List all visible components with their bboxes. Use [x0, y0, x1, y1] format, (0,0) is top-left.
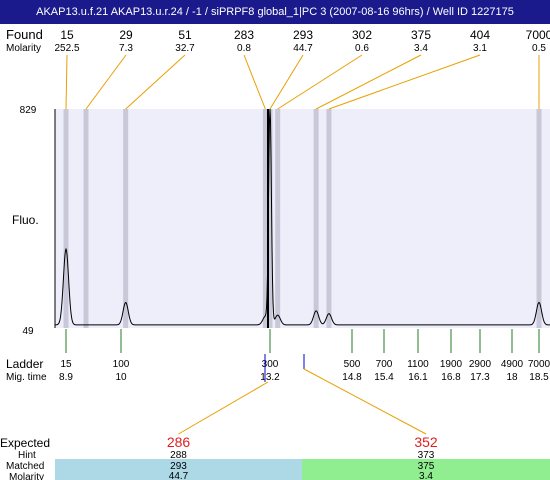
- found-label: Found: [6, 27, 43, 42]
- expected-connector: [303, 368, 427, 435]
- found-band: [63, 109, 69, 328]
- molarity-label: Molarity: [6, 43, 41, 54]
- fluo-axis-label: Fluo.: [12, 213, 39, 227]
- found-size-label: 15: [60, 28, 74, 42]
- ladder-size-label: 15: [60, 359, 72, 370]
- expected-label: Expected: [0, 436, 50, 450]
- fluorescence-trace: [55, 108, 550, 326]
- hint-value: 288: [170, 450, 187, 461]
- found-size-label: 7000: [526, 28, 550, 42]
- found-molarity-label: 0.6: [355, 43, 369, 54]
- found-size-label: 29: [119, 28, 133, 42]
- ladder-size-label: 700: [376, 359, 393, 370]
- mig-time-label: Mig. time: [6, 372, 47, 383]
- expected-value: 352: [414, 434, 438, 450]
- found-molarity-label: 3.4: [414, 43, 428, 54]
- ladder-size-label: 500: [344, 359, 361, 370]
- matched-value: 293: [170, 461, 187, 472]
- found-molarity-label: 252.5: [54, 43, 79, 54]
- found-connector: [65, 54, 68, 110]
- ladder-size-label: 1900: [440, 359, 463, 370]
- found-size-label: 404: [470, 28, 490, 42]
- found-connector: [328, 54, 481, 110]
- chart-title: AKAP13.u.f.21 AKAP13.u.r.24 / -1 / siPRP…: [0, 0, 550, 24]
- ladder-size-label: 100: [113, 359, 130, 370]
- found-connector: [277, 54, 363, 110]
- matched-band: [302, 459, 550, 480]
- ladder-time-label: 18.5: [529, 372, 549, 383]
- ladder-time-label: 18: [506, 372, 518, 383]
- ladder-time-label: 16.8: [441, 372, 461, 383]
- found-molarity-label: 0.8: [237, 43, 251, 54]
- y-tick-label-min: 49: [22, 326, 34, 337]
- found-molarity-label: 32.7: [175, 43, 195, 54]
- found-band: [123, 109, 129, 328]
- ladder-time-label: 16.1: [408, 372, 428, 383]
- found-connector: [125, 54, 186, 110]
- ladder-size-label: 300: [262, 359, 279, 370]
- found-molarity-label: 7.3: [119, 43, 133, 54]
- expected-value: 286: [167, 434, 191, 450]
- ladder-time-label: 10: [115, 372, 127, 383]
- ladder-time-label: 14.8: [342, 372, 362, 383]
- found-molarity-label: 3.1: [473, 43, 487, 54]
- found-molarity-label: 0.5: [532, 43, 546, 54]
- hint-value: 373: [418, 450, 435, 461]
- ladder-label: Ladder: [6, 357, 43, 371]
- expected-connector: [178, 381, 269, 435]
- matched-label: Matched: [6, 461, 44, 472]
- ladder-time-label: 17.3: [470, 372, 490, 383]
- hint-label: Hint: [18, 450, 36, 461]
- found-size-label: 293: [293, 28, 313, 42]
- found-band: [536, 109, 542, 328]
- found-connector: [315, 54, 422, 110]
- ladder-size-label: 7000: [528, 359, 550, 370]
- ladder-time-label: 15.4: [374, 372, 394, 383]
- molarity-value: 44.7: [169, 471, 189, 480]
- found-size-label: 375: [411, 28, 431, 42]
- ladder-size-label: 1100: [407, 359, 429, 370]
- matched-band: [55, 459, 302, 480]
- found-size-label: 51: [178, 28, 192, 42]
- found-band: [262, 109, 268, 328]
- ladder-size-label: 2900: [469, 359, 492, 370]
- matched-value: 375: [418, 461, 435, 472]
- found-molarity-label: 44.7: [293, 43, 313, 54]
- molarity-bottom-label: Molarity: [9, 472, 44, 480]
- found-connector: [243, 54, 266, 110]
- electropherogram-chart: Found Molarity Fluo. Ladder Mig. time Ex…: [0, 27, 550, 480]
- y-tick-label-max: 829: [20, 105, 37, 116]
- found-band: [83, 109, 89, 328]
- ladder-size-label: 4900: [501, 359, 524, 370]
- found-connector: [85, 54, 127, 110]
- found-size-label: 283: [234, 28, 254, 42]
- plot-area: [55, 109, 550, 328]
- found-band: [326, 109, 332, 328]
- found-band: [313, 109, 319, 328]
- molarity-value: 3.4: [419, 471, 433, 480]
- ladder-time-label: 8.9: [59, 372, 73, 383]
- ladder-time-label: 13.2: [260, 372, 280, 383]
- found-band: [267, 109, 273, 328]
- found-size-label: 302: [352, 28, 372, 42]
- found-connector: [269, 54, 304, 110]
- found-band: [275, 109, 281, 328]
